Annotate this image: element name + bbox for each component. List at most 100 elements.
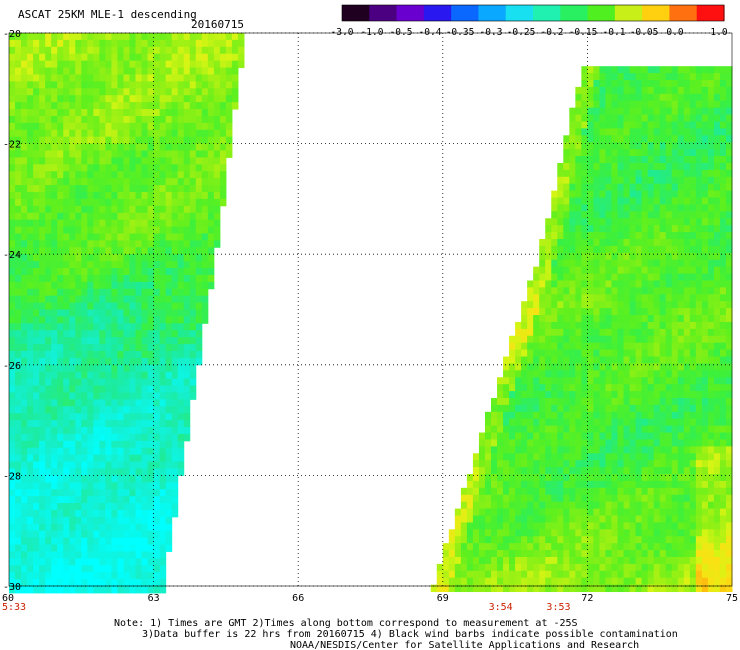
data-cell (659, 301, 667, 309)
data-cell (141, 399, 149, 407)
data-cell (45, 454, 52, 463)
data-cell (27, 323, 34, 331)
data-cell (105, 240, 112, 248)
data-cell (141, 371, 149, 380)
data-cell (129, 565, 137, 573)
data-cell (9, 357, 16, 366)
data-cell (551, 439, 558, 447)
data-cell (117, 122, 124, 131)
data-cell (51, 378, 58, 387)
data-cell (45, 53, 52, 62)
data-cell (593, 384, 600, 392)
data-cell (623, 349, 631, 357)
data-cell (551, 204, 558, 212)
data-cell (611, 93, 619, 102)
data-cell (153, 53, 161, 62)
data-cell (551, 245, 558, 254)
data-cell (171, 385, 179, 393)
data-cell (653, 114, 661, 122)
data-cell (39, 413, 46, 421)
data-cell (27, 281, 34, 290)
data-cell (713, 162, 721, 171)
data-cell (147, 268, 155, 276)
data-cell (713, 73, 721, 81)
data-cell (719, 480, 727, 489)
data-cell (189, 102, 197, 110)
data-cell (515, 363, 522, 371)
data-cell (153, 212, 161, 221)
data-cell (165, 530, 173, 539)
data-cell (719, 190, 727, 199)
data-cell (75, 378, 82, 387)
data-cell (647, 169, 655, 178)
data-cell (725, 273, 733, 281)
data-cell (153, 281, 161, 290)
data-cell (27, 371, 34, 380)
data-cell (15, 288, 22, 297)
color-scale-swatch (451, 5, 480, 21)
data-cell (105, 288, 112, 297)
data-cell (153, 420, 161, 428)
data-cell (605, 93, 612, 102)
data-cell (671, 121, 679, 129)
data-cell (231, 95, 239, 103)
data-cell (63, 413, 70, 421)
data-cell (472, 474, 480, 482)
data-cell (629, 294, 637, 302)
data-cell (153, 496, 161, 504)
data-cell (111, 482, 118, 490)
data-cell (51, 468, 58, 476)
data-cell (159, 523, 167, 532)
data-cell (81, 129, 88, 138)
data-cell (617, 252, 625, 261)
data-cell (689, 328, 697, 337)
data-cell (587, 474, 594, 482)
data-cell (707, 225, 715, 233)
data-cell (27, 60, 34, 69)
data-cell (171, 454, 179, 463)
data-cell (159, 413, 167, 421)
data-cell (9, 295, 16, 304)
data-cell (135, 406, 143, 414)
data-cell (159, 530, 167, 539)
data-cell (141, 88, 149, 96)
data-cell (21, 88, 28, 96)
data-cell (707, 315, 715, 323)
data-cell (593, 494, 600, 503)
data-cell (647, 218, 655, 226)
data-cell (713, 100, 721, 109)
data-cell (15, 385, 22, 393)
data-cell (207, 150, 215, 158)
data-cell (171, 129, 179, 138)
data-cell (491, 474, 498, 482)
data-cell (701, 197, 709, 205)
data-cell (51, 53, 58, 62)
data-cell (87, 551, 94, 559)
data-cell (695, 315, 703, 323)
data-cell (659, 474, 667, 482)
data-cell (237, 39, 245, 48)
data-cell (111, 274, 118, 283)
data-cell (51, 122, 58, 131)
data-cell (665, 121, 673, 129)
data-cell (39, 67, 46, 75)
data-cell (9, 344, 16, 352)
data-cell (695, 363, 703, 371)
data-cell (683, 273, 691, 281)
data-cell (587, 377, 594, 385)
data-cell (69, 46, 76, 55)
data-cell (75, 109, 82, 117)
data-cell (569, 176, 576, 185)
data-cell (539, 432, 546, 440)
data-cell (99, 95, 106, 103)
data-cell (647, 446, 655, 454)
data-cell (93, 268, 100, 276)
data-cell (27, 330, 34, 338)
data-cell (63, 226, 70, 234)
data-cell (189, 46, 197, 55)
data-cell (63, 254, 70, 262)
data-cell (141, 53, 149, 62)
data-cell (177, 433, 185, 442)
data-cell (15, 268, 22, 276)
data-cell (671, 162, 679, 171)
